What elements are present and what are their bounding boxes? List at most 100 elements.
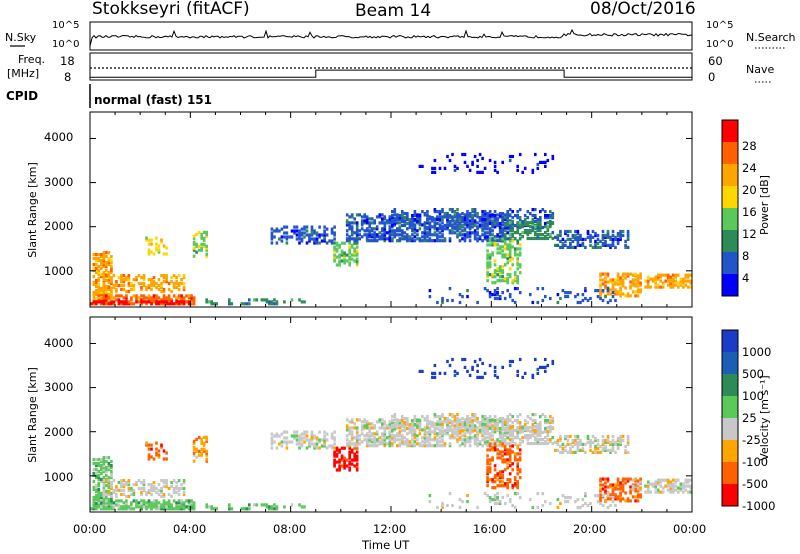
echo-cell	[481, 210, 484, 214]
echo-cell	[127, 486, 131, 491]
echo-cell	[569, 229, 572, 234]
echo-cell	[609, 440, 612, 444]
echo-cell	[486, 223, 489, 228]
echo-cell	[97, 300, 101, 304]
echo-cell	[443, 223, 447, 228]
echo-cell	[202, 242, 206, 246]
echo-cell	[423, 221, 427, 225]
echo-cell	[112, 490, 116, 495]
echo-cell	[102, 296, 106, 300]
echo-cell	[571, 444, 575, 448]
echo-cell	[401, 434, 404, 438]
echo-cell	[636, 482, 640, 486]
echo-cell	[130, 492, 133, 497]
echo-cell	[589, 442, 592, 446]
echo-cell	[401, 223, 404, 228]
echo-cell	[293, 229, 296, 233]
echo-cell	[107, 274, 111, 278]
echo-cell	[611, 286, 615, 290]
echo-cell	[155, 300, 158, 304]
echo-cell	[273, 503, 276, 507]
echo-cell	[383, 440, 387, 444]
echo-cell	[486, 466, 489, 470]
echo-cell	[338, 448, 341, 452]
echo-cell	[508, 225, 512, 230]
echo-cell	[310, 438, 314, 442]
echo-cell	[523, 434, 527, 438]
echo-cell	[488, 442, 492, 446]
echo-cell	[100, 298, 103, 302]
echo-cell	[493, 421, 497, 425]
echo-cell	[631, 495, 635, 499]
echo-cell	[619, 237, 622, 241]
echo-cell	[488, 462, 492, 466]
echo-cell	[120, 488, 123, 493]
echo-cell	[386, 219, 389, 223]
echo-cell	[493, 219, 497, 223]
echo-cell	[486, 460, 489, 464]
echo-cell	[468, 419, 472, 423]
echo-cell	[348, 444, 351, 448]
echo-cell	[448, 421, 452, 425]
echo-cell	[401, 421, 404, 425]
echo-cell	[581, 446, 585, 450]
echo-cell	[564, 239, 567, 243]
echo-cell	[606, 479, 610, 483]
echo-cell	[544, 235, 547, 239]
echo-cell	[192, 236, 196, 240]
echo-cell	[634, 483, 637, 487]
echo-cell	[626, 272, 630, 276]
echo-cell	[155, 453, 158, 457]
echo-cell	[100, 261, 103, 265]
echo-cell	[531, 223, 535, 227]
echo-cell	[368, 221, 371, 225]
echo-cell	[521, 428, 524, 432]
echo-cell	[170, 289, 173, 294]
velocity-axis-ticks	[89, 317, 693, 512]
echo-cell	[486, 420, 489, 424]
echo-cell	[305, 434, 309, 438]
echo-cell	[609, 243, 612, 247]
echo-cell	[423, 442, 427, 446]
echo-cell	[518, 263, 522, 267]
echo-cell	[463, 213, 467, 217]
echo-cell	[413, 225, 417, 229]
echo-cell	[566, 291, 570, 295]
echo-cell	[473, 415, 477, 419]
echo-cell	[656, 480, 660, 484]
colorbar-swatch	[722, 208, 738, 230]
echo-cell	[135, 501, 138, 505]
echo-cell	[571, 438, 575, 443]
echo-cell	[270, 505, 274, 509]
echo-cell	[488, 158, 492, 163]
echo-cell	[659, 275, 662, 279]
echo-cell	[506, 442, 509, 446]
echo-cell	[461, 229, 464, 233]
echo-cell	[102, 257, 106, 261]
nave-tick-top: 60	[708, 54, 723, 68]
echo-cell	[664, 478, 667, 482]
echo-cell	[687, 285, 690, 289]
echo-cell	[350, 462, 354, 466]
echo-cell	[102, 251, 106, 255]
echo-cell	[383, 436, 387, 440]
echo-cell	[551, 212, 555, 216]
echo-cell	[448, 419, 452, 423]
echo-cell	[95, 257, 98, 261]
echo-cell	[418, 164, 422, 168]
echo-cell	[599, 296, 602, 301]
echo-cell	[300, 227, 304, 231]
echo-cell	[411, 426, 414, 431]
echo-cell	[165, 246, 168, 250]
echo-cell	[411, 221, 414, 226]
echo-cell	[323, 233, 326, 237]
echo-cell	[503, 418, 507, 422]
echo-cell	[95, 497, 98, 501]
echo-cell	[461, 417, 464, 421]
echo-cell	[406, 212, 409, 216]
echo-cell	[333, 245, 336, 249]
echo-cell	[325, 446, 329, 450]
echo-cell	[325, 241, 329, 245]
power-panel-frame	[89, 111, 693, 308]
echo-cell	[157, 488, 161, 493]
